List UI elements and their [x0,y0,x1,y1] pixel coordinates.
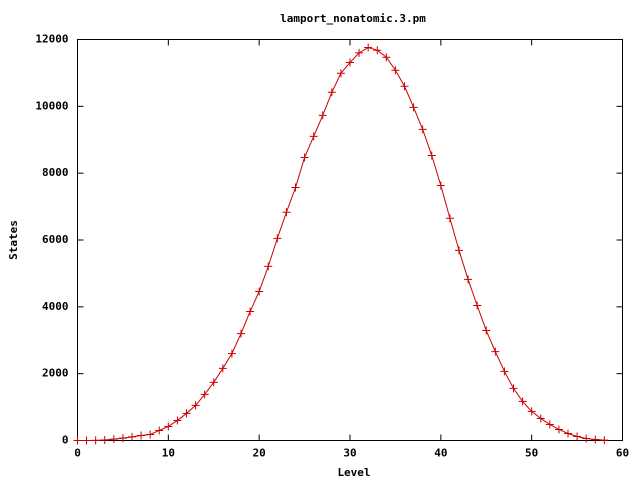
point-marker [500,367,509,376]
point-marker [591,435,600,444]
point-marker [118,434,127,443]
point-marker [545,420,554,429]
point-marker [418,125,427,134]
point-marker [137,431,146,440]
y-tick-label: 2000 [42,367,69,380]
point-marker [146,430,155,439]
point-marker [227,349,236,358]
point-marker [200,390,209,399]
point-marker [100,435,109,444]
point-marker [409,103,418,112]
point-marker [554,425,563,434]
plot-frame [77,39,623,441]
point-marker [482,326,491,335]
point-marker [473,301,482,310]
point-marker [600,436,609,445]
point-marker [173,416,182,425]
point-marker [255,287,264,296]
point-marker [436,181,445,190]
point-marker [291,183,300,192]
y-tick-label: 10000 [35,99,68,112]
point-marker [128,432,136,441]
point-marker [464,275,473,284]
x-tick-label: 0 [74,447,81,460]
x-tick-label: 50 [525,447,538,460]
point-marker [400,82,409,91]
point-marker [191,401,200,410]
y-tick-label: 12000 [35,33,68,46]
point-marker [364,43,373,52]
x-tick-label: 60 [616,447,629,460]
point-marker [445,214,454,223]
point-marker [318,111,327,120]
point-marker [73,436,82,445]
point-marker [309,132,318,141]
point-marker [237,329,245,338]
point-marker [373,46,382,55]
point-marker [91,436,100,445]
y-tick-label: 8000 [42,166,69,179]
x-tick-label: 10 [162,447,175,460]
point-marker [346,58,354,67]
point-marker [509,384,518,393]
x-tick-label: 40 [434,447,447,460]
point-marker [527,407,536,416]
point-marker [582,434,591,443]
x-tick-label: 30 [343,447,356,460]
point-marker [427,151,436,160]
point-marker [82,436,91,445]
y-axis-label: States [7,220,20,260]
y-tick-label: 4000 [42,300,69,313]
chart-title: lamport_nonatomic.3.pm [280,12,426,25]
point-marker [109,435,118,444]
series-line [77,46,605,441]
y-tick-label: 6000 [42,233,69,246]
point-marker [264,262,273,271]
point-marker [164,422,173,431]
x-tick-label: 20 [253,447,266,460]
x-axis-label: Level [337,466,370,479]
point-marker [573,432,582,441]
point-marker [564,429,572,438]
point-marker [218,364,227,373]
point-marker [182,409,191,418]
point-marker [273,234,282,243]
point-marker [491,347,500,356]
point-marker [536,414,545,423]
point-marker [391,66,400,75]
point-marker [518,397,527,406]
point-marker [355,48,364,57]
point-marker [246,307,255,316]
point-marker [336,69,345,78]
point-marker [300,153,309,162]
point-marker [155,426,164,435]
point-marker [455,246,463,255]
point-marker [327,88,336,97]
point-marker [382,53,391,62]
point-marker [282,208,291,217]
point-marker [209,378,218,387]
y-tick-label: 0 [62,434,69,447]
